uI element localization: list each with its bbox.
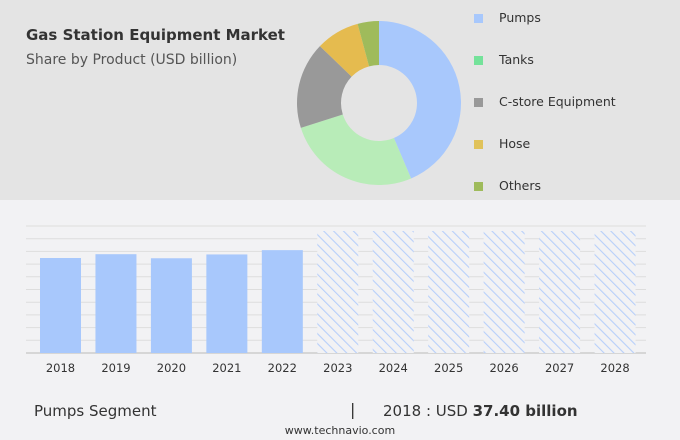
- slice-others: [357, 21, 379, 67]
- x-tick-label: 2019: [101, 361, 130, 375]
- legend-swatch: [474, 98, 483, 107]
- forecast-bar-2026: [483, 231, 525, 353]
- legend-label: Tanks: [499, 52, 534, 67]
- legend-swatch: [474, 182, 483, 191]
- donut-chart: [297, 21, 461, 186]
- legend-swatch: [474, 140, 483, 149]
- x-tick-label: 2021: [212, 361, 241, 375]
- segment-value: 2018 : USD 37.40 billion: [383, 402, 578, 420]
- forecast-bar-2025: [428, 231, 470, 353]
- bar-chart: 2018 2019 2020 2021 2022 2023 2024 2025 2026 2027…: [26, 225, 646, 375]
- slice-tanks: [300, 114, 412, 186]
- year-label: 2018 : USD: [383, 402, 473, 420]
- slice-c-store-equipment: [297, 46, 352, 128]
- forecast-bar-2027: [539, 231, 581, 353]
- x-tick-label: 2027: [545, 361, 574, 375]
- x-tick-label: 2025: [434, 361, 463, 375]
- value-label: 37.40 billion: [472, 402, 578, 420]
- bar-2019: [95, 254, 137, 353]
- separator: |: [350, 400, 356, 419]
- bar-2022: [261, 250, 303, 353]
- forecast-bar-2024: [372, 231, 414, 353]
- forecast-bar-2028: [594, 231, 636, 353]
- slice-hose: [319, 23, 370, 77]
- x-tick-label: 2020: [157, 361, 186, 375]
- x-tick-label: 2028: [600, 361, 629, 375]
- source-url: www.technavio.com: [284, 424, 396, 437]
- bar-2020: [150, 258, 192, 353]
- legend-label: Hose: [499, 136, 531, 151]
- legend-swatch: [474, 56, 483, 65]
- chart-subtitle: Share by Product (USD billion): [26, 52, 238, 68]
- slice-pumps: [379, 21, 461, 179]
- legend-label: Others: [499, 178, 542, 193]
- segment-label: Pumps Segment: [34, 402, 157, 420]
- x-tick-label: 2018: [46, 361, 75, 375]
- bar-2018: [40, 258, 81, 353]
- x-tick-label: 2024: [379, 361, 408, 375]
- legend-label: C-store Equipment: [499, 94, 616, 109]
- legend-label: Pumps: [499, 10, 541, 25]
- legend-swatch: [474, 14, 483, 23]
- bar-2021: [206, 254, 248, 353]
- x-tick-label: 2023: [323, 361, 352, 375]
- x-tick-label: 2022: [268, 361, 297, 375]
- forecast-bar-2023: [317, 231, 359, 353]
- x-tick-label: 2026: [489, 361, 518, 375]
- chart-title: Gas Station Equipment Market: [26, 26, 285, 44]
